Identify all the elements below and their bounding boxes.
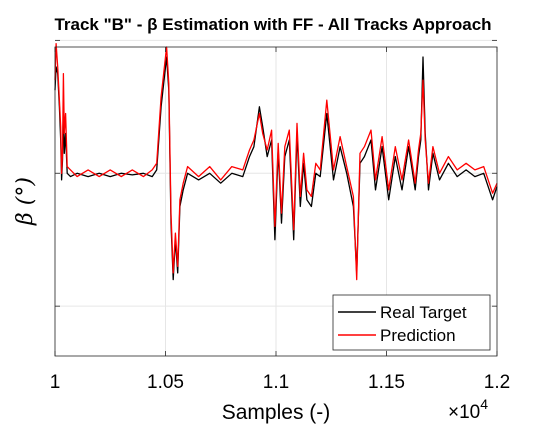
legend-label-real-target: Real Target xyxy=(380,303,467,322)
series-lines xyxy=(54,43,498,281)
x-tick-label: 1.15 xyxy=(368,372,405,393)
series-line-real-target xyxy=(54,56,498,281)
x-tick-label: 1.2 xyxy=(484,372,510,393)
x-exponent-power: 4 xyxy=(480,396,488,412)
legend: Real Target Prediction xyxy=(332,294,491,351)
x-exponent-base: ×10 xyxy=(448,402,480,423)
axis-ticks xyxy=(54,39,498,356)
x-tick-labels: 1 1.05 1.1 1.15 1.2 xyxy=(50,372,511,393)
x-tick-label: 1.1 xyxy=(263,372,289,393)
x-tick-label: 1.05 xyxy=(147,372,184,393)
x-axis-label: Samples (-) xyxy=(222,401,331,424)
series-line-prediction xyxy=(54,43,498,281)
y-axis-label: β (°) xyxy=(13,177,38,226)
x-tick-label: 1 xyxy=(50,372,61,393)
legend-label-prediction: Prediction xyxy=(380,326,456,345)
legend-box xyxy=(332,294,491,351)
x-exponent-label: ×104 xyxy=(448,396,488,423)
chart-title: Track "B" - β Estimation with FF - All T… xyxy=(54,15,491,34)
